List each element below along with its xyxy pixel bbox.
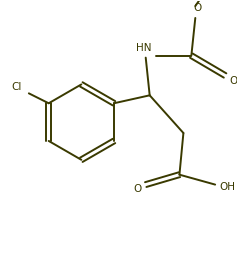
Text: Cl: Cl (12, 82, 22, 92)
Text: OH: OH (219, 182, 235, 192)
Text: HN: HN (136, 43, 151, 53)
Text: O: O (134, 184, 142, 194)
Text: O: O (229, 76, 237, 86)
Text: O: O (193, 3, 201, 13)
